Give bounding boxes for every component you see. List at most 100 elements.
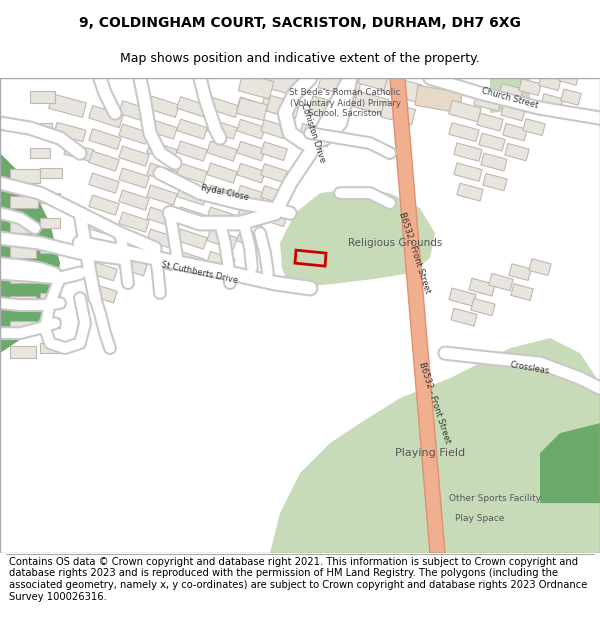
Polygon shape xyxy=(40,218,60,228)
Polygon shape xyxy=(207,97,239,118)
Polygon shape xyxy=(483,174,507,191)
Polygon shape xyxy=(177,163,207,183)
Polygon shape xyxy=(89,217,119,237)
Polygon shape xyxy=(30,123,52,133)
Polygon shape xyxy=(539,74,561,91)
Polygon shape xyxy=(207,207,237,227)
Polygon shape xyxy=(207,119,237,139)
Polygon shape xyxy=(89,106,123,127)
Polygon shape xyxy=(0,153,60,353)
Text: St Bede's Roman Catholic
(Voluntary Aided) Primary
School, Sacriston: St Bede's Roman Catholic (Voluntary Aide… xyxy=(289,88,401,118)
Polygon shape xyxy=(147,251,175,271)
Polygon shape xyxy=(177,119,207,139)
Polygon shape xyxy=(501,104,525,121)
Polygon shape xyxy=(10,196,38,208)
Polygon shape xyxy=(10,169,40,183)
Polygon shape xyxy=(529,259,551,276)
Polygon shape xyxy=(119,212,149,232)
Polygon shape xyxy=(119,124,149,144)
Polygon shape xyxy=(449,122,479,141)
Polygon shape xyxy=(147,207,177,227)
Polygon shape xyxy=(481,153,507,171)
Polygon shape xyxy=(280,188,435,288)
Polygon shape xyxy=(147,141,177,161)
Polygon shape xyxy=(540,423,600,503)
Polygon shape xyxy=(509,264,531,281)
Text: Map shows position and indicative extent of the property.: Map shows position and indicative extent… xyxy=(120,52,480,65)
Polygon shape xyxy=(147,163,177,183)
Polygon shape xyxy=(40,318,60,328)
Polygon shape xyxy=(457,183,483,201)
Polygon shape xyxy=(477,113,503,131)
Text: Other Sports Facility: Other Sports Facility xyxy=(449,494,541,502)
Text: Play Space: Play Space xyxy=(455,514,505,522)
Polygon shape xyxy=(10,321,36,333)
Polygon shape xyxy=(358,66,397,92)
Polygon shape xyxy=(147,96,179,118)
Polygon shape xyxy=(10,246,36,258)
Polygon shape xyxy=(266,96,299,119)
Polygon shape xyxy=(10,221,36,233)
Polygon shape xyxy=(237,119,265,139)
Polygon shape xyxy=(119,256,147,276)
Polygon shape xyxy=(261,186,287,204)
Polygon shape xyxy=(449,288,476,306)
Text: Church Street: Church Street xyxy=(481,86,539,110)
Text: Religious Grounds: Religious Grounds xyxy=(348,238,442,248)
Polygon shape xyxy=(454,163,482,181)
Polygon shape xyxy=(390,78,445,553)
Polygon shape xyxy=(519,79,541,96)
Polygon shape xyxy=(270,338,600,553)
Polygon shape xyxy=(10,271,36,283)
Polygon shape xyxy=(451,308,477,326)
Polygon shape xyxy=(207,163,237,183)
Polygon shape xyxy=(89,129,121,149)
Polygon shape xyxy=(454,143,482,161)
Polygon shape xyxy=(261,208,287,226)
Polygon shape xyxy=(523,119,545,136)
Polygon shape xyxy=(237,208,265,227)
Polygon shape xyxy=(54,122,86,142)
Polygon shape xyxy=(177,97,209,118)
Polygon shape xyxy=(471,299,495,316)
Text: Crossleas: Crossleas xyxy=(509,360,551,376)
Polygon shape xyxy=(89,283,117,303)
Polygon shape xyxy=(561,89,581,105)
Polygon shape xyxy=(40,168,62,178)
Polygon shape xyxy=(380,101,416,125)
Polygon shape xyxy=(261,142,287,161)
Polygon shape xyxy=(89,151,119,171)
Polygon shape xyxy=(238,73,274,99)
Polygon shape xyxy=(89,195,119,215)
Polygon shape xyxy=(40,243,60,253)
Polygon shape xyxy=(261,98,289,117)
Text: 9, COLDINGHAM COURT, SACRISTON, DURHAM, DH7 6XG: 9, COLDINGHAM COURT, SACRISTON, DURHAM, … xyxy=(79,16,521,31)
Polygon shape xyxy=(479,133,505,151)
Polygon shape xyxy=(298,124,332,147)
Polygon shape xyxy=(30,148,50,158)
Polygon shape xyxy=(119,168,149,188)
Polygon shape xyxy=(207,229,237,249)
Polygon shape xyxy=(237,141,265,161)
Polygon shape xyxy=(236,98,268,121)
Polygon shape xyxy=(469,278,495,296)
Polygon shape xyxy=(511,284,533,301)
Polygon shape xyxy=(30,91,55,103)
Polygon shape xyxy=(40,343,60,353)
Polygon shape xyxy=(64,142,94,161)
Polygon shape xyxy=(119,101,151,122)
Text: Contains OS data © Crown copyright and database right 2021. This information is : Contains OS data © Crown copyright and d… xyxy=(9,557,587,601)
Polygon shape xyxy=(474,93,501,111)
Polygon shape xyxy=(308,96,347,122)
Polygon shape xyxy=(489,274,513,291)
Polygon shape xyxy=(499,84,523,101)
Polygon shape xyxy=(559,69,579,85)
Polygon shape xyxy=(207,141,237,161)
Polygon shape xyxy=(415,85,462,113)
Polygon shape xyxy=(40,268,60,278)
Polygon shape xyxy=(177,141,207,161)
Polygon shape xyxy=(40,293,60,303)
Polygon shape xyxy=(89,261,117,281)
Polygon shape xyxy=(237,163,265,183)
Polygon shape xyxy=(89,173,119,193)
